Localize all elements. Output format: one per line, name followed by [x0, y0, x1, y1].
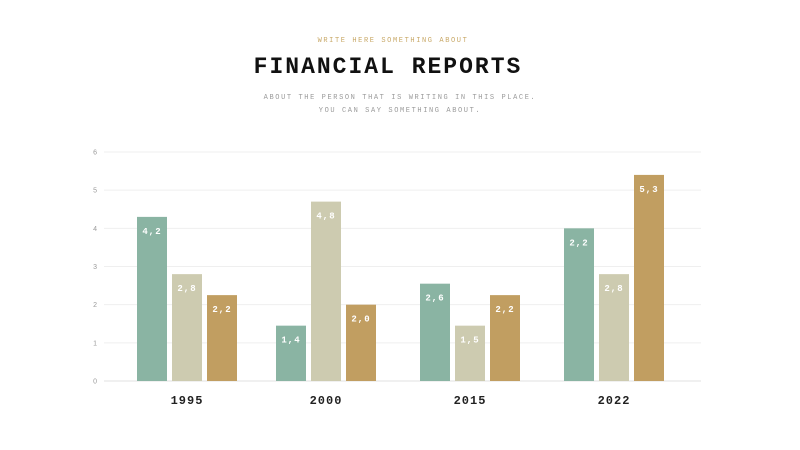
bar [276, 325, 306, 381]
bar-value-label: 1,5 [460, 336, 479, 346]
bar-value-label: 2,6 [425, 294, 444, 304]
subtitle-line-2: YOU CAN SAY SOMETHING ABOUT. [318, 107, 482, 115]
bar [455, 325, 485, 381]
bar [207, 295, 237, 381]
bar-value-label: 2,8 [177, 284, 196, 294]
bar-value-label: 2,2 [495, 305, 514, 315]
y-tick-label: 3 [93, 264, 97, 271]
y-tick-label: 5 [93, 188, 97, 195]
bar-value-label: 2,8 [604, 284, 623, 294]
kicker-text: WRITE HERE SOMETHING ABOUT [317, 37, 469, 45]
page-title: FINANCIAL REPORTS [253, 54, 523, 80]
y-tick-label: 1 [93, 340, 97, 347]
x-category-label: 2022 [598, 394, 631, 408]
x-category-label: 1995 [171, 394, 204, 408]
y-tick-label: 0 [93, 379, 97, 386]
bar [564, 228, 594, 381]
bar [311, 201, 341, 381]
bar [634, 174, 664, 381]
bar-value-label: 2,2 [569, 238, 588, 248]
bar [420, 283, 450, 381]
bar-value-label: 4,8 [316, 212, 335, 222]
bar [346, 304, 376, 381]
bar-value-label: 4,2 [142, 227, 161, 237]
bar-value-label: 1,4 [281, 336, 300, 346]
bar-value-label: 2,0 [351, 315, 370, 325]
bar [599, 274, 629, 381]
subtitle-line-1: ABOUT THE PERSON THAT IS WRITING IN THIS… [263, 94, 537, 102]
y-tick-label: 4 [93, 226, 97, 233]
x-category-label: 2015 [454, 394, 487, 408]
bar [490, 295, 520, 381]
bar [137, 216, 167, 381]
bar-value-label: 2,2 [212, 305, 231, 315]
y-tick-label: 2 [93, 302, 97, 309]
x-category-label: 2000 [310, 394, 343, 408]
y-tick-label: 6 [93, 150, 97, 157]
bar-value-label: 5,3 [639, 185, 658, 195]
subtitle: ABOUT THE PERSON THAT IS WRITING IN THIS… [0, 92, 800, 118]
bar [172, 274, 202, 381]
